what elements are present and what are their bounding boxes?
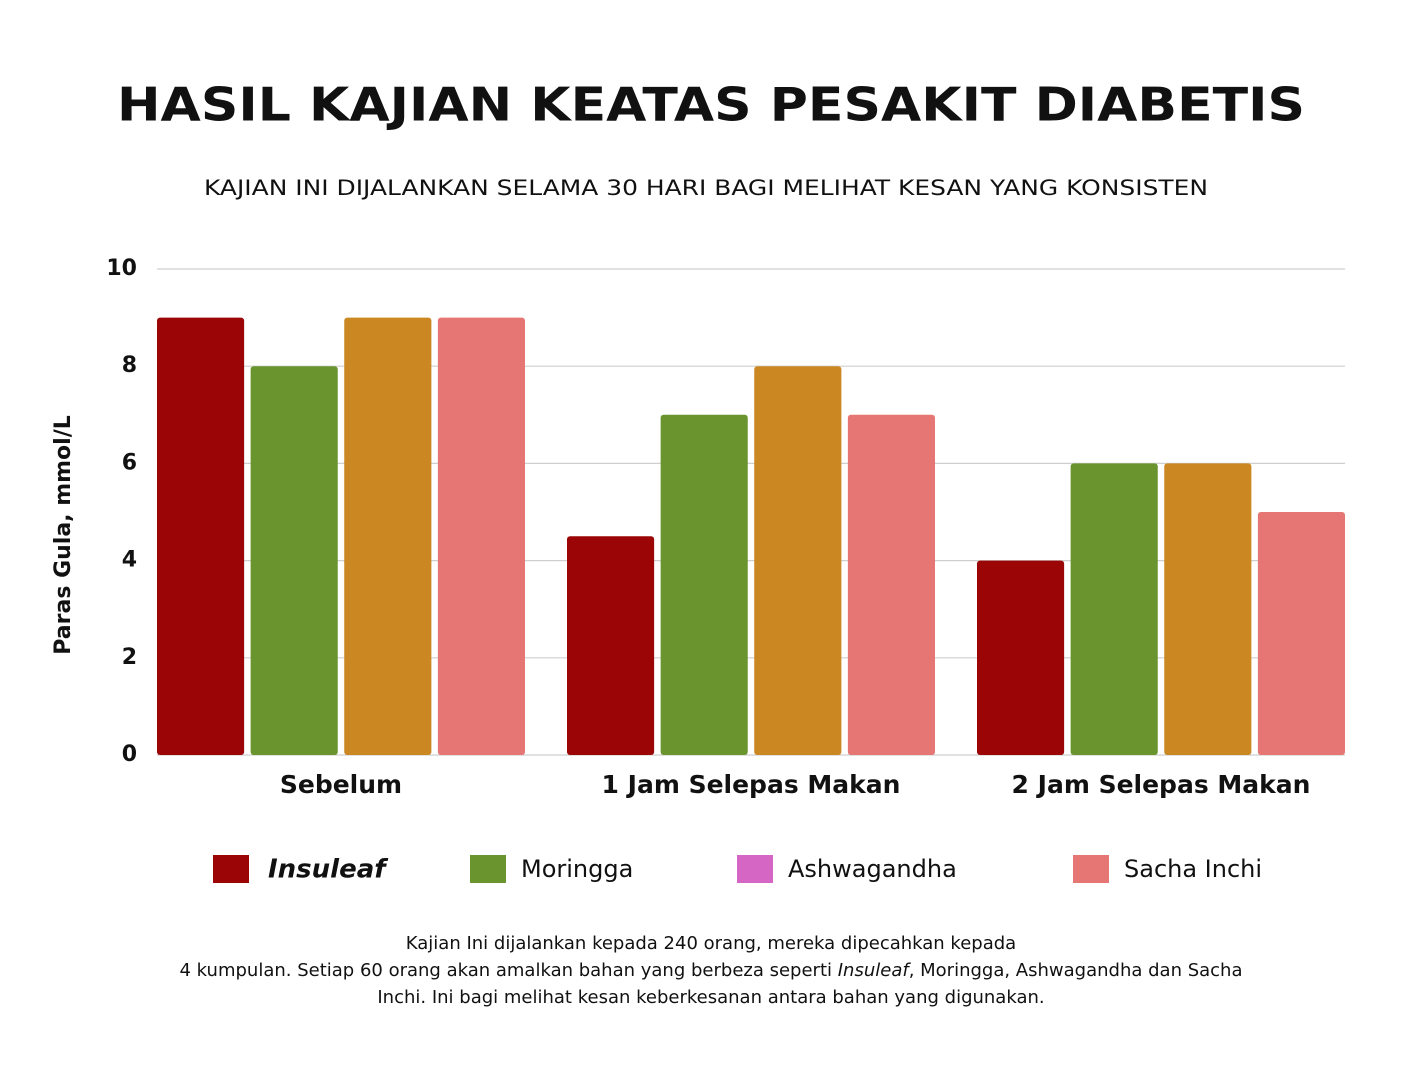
bar <box>344 317 432 755</box>
footnote-line: Inchi. Ini bagi melihat kesan keberkesan… <box>377 987 1044 1008</box>
bar <box>660 414 748 755</box>
legend-swatch <box>213 855 249 883</box>
y-tick-label: 2 <box>122 645 137 670</box>
legend-label: Insuleaf <box>268 855 389 885</box>
bar <box>754 366 842 755</box>
y-tick-label: 10 <box>106 256 137 281</box>
bar <box>250 366 338 755</box>
y-tick-label: 4 <box>122 548 137 573</box>
y-tick-label: 6 <box>122 450 137 475</box>
bar <box>157 317 245 755</box>
y-axis-label: Paras Gula, mmol/L <box>51 415 76 655</box>
y-tick-label: 8 <box>122 353 137 378</box>
legend-swatch <box>470 855 506 883</box>
chart-title: HASIL KAJIAN KEATAS PESAKIT DIABETIS <box>117 78 1305 132</box>
legend-label: Sacha Inchi <box>1124 855 1262 883</box>
x-tick-label: 1 Jam Selepas Makan <box>602 770 901 799</box>
x-tick-label: 2 Jam Selepas Makan <box>1012 770 1311 799</box>
legend-swatch <box>1073 855 1109 883</box>
legend-label: Moringga <box>521 855 633 883</box>
legend-swatch <box>737 855 773 883</box>
footnote-line: 4 kumpulan. Setiap 60 orang akan amalkan… <box>180 960 1243 981</box>
footnote-text: Inchi. Ini bagi melihat kesan keberkesan… <box>377 987 1044 1008</box>
bar <box>847 414 935 755</box>
chart-subtitle: KAJIAN INI DIJALANKAN SELAMA 30 HARI BAG… <box>204 176 1208 200</box>
y-tick-label: 0 <box>122 742 137 767</box>
footnote-line: Kajian Ini dijalankan kepada 240 orang, … <box>406 933 1016 954</box>
bar <box>567 536 655 755</box>
footnote-text: Insuleaf <box>838 960 912 981</box>
footnote-text: 4 kumpulan. Setiap 60 orang akan amalkan… <box>180 960 838 981</box>
bar <box>1257 512 1345 755</box>
legend-label: Ashwagandha <box>788 855 957 883</box>
bar <box>437 317 525 755</box>
footnote-text: , Moringga, Ashwagandha dan Sacha <box>909 960 1243 981</box>
bar <box>1164 463 1252 755</box>
x-tick-label: Sebelum <box>280 770 402 799</box>
footnote-text: Kajian Ini dijalankan kepada 240 orang, … <box>406 933 1016 954</box>
bar <box>977 560 1065 755</box>
bar <box>1070 463 1158 755</box>
